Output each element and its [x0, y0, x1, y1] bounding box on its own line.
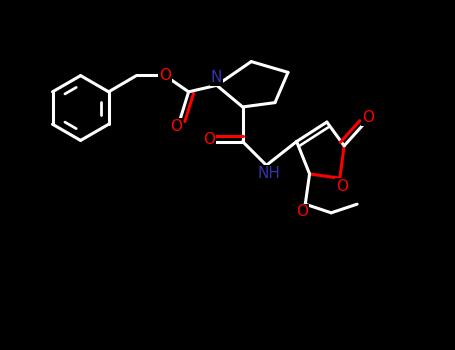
Text: O: O	[362, 110, 374, 125]
Text: N: N	[211, 70, 222, 85]
Text: O: O	[159, 68, 171, 83]
Text: O: O	[296, 204, 308, 219]
Text: O: O	[203, 132, 215, 147]
Text: NH: NH	[257, 166, 280, 181]
Text: O: O	[170, 119, 182, 134]
Text: O: O	[336, 178, 348, 194]
